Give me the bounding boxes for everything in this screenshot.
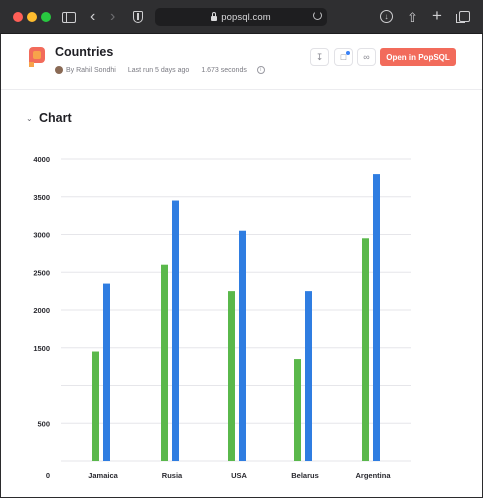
sidebar-icon[interactable] — [62, 12, 76, 23]
page-title: Countries — [55, 45, 114, 59]
chevron-left-icon[interactable]: ‹ — [90, 8, 96, 25]
download-button[interactable]: ↧ — [310, 48, 329, 66]
bar-usa-series-2 — [239, 230, 246, 461]
link-icon: ∞ — [363, 52, 370, 62]
info-icon[interactable]: i — [256, 66, 265, 74]
address-bar-url: popsql.com — [221, 11, 271, 23]
bar-argentina-series-2 — [373, 174, 380, 461]
y-tick-label: 500 — [37, 419, 50, 428]
y-tick-label: 2500 — [33, 268, 50, 277]
x-tick-label: USA — [231, 471, 247, 480]
bar-argentina-series-1 — [362, 238, 369, 461]
y-tick-label: 4000 — [33, 155, 50, 164]
bar-chart: 0 500 1500 2000 2500 3000 3500 4000 Jamaica Rusia… — [33, 155, 411, 480]
tab-overview-icon[interactable] — [456, 11, 470, 23]
x-tick-label: Rusia — [162, 471, 183, 480]
bar-rusia-series-2 — [172, 200, 179, 461]
bar-jamaica-series-2 — [103, 283, 110, 461]
reload-icon[interactable] — [313, 11, 322, 20]
bar-usa-series-1 — [228, 291, 235, 461]
privacy-shield-icon[interactable] — [133, 11, 143, 23]
downloads-icon[interactable]: ↓ — [380, 10, 393, 23]
x-tick-label: Belarus — [291, 471, 319, 480]
y-tick-label: 2000 — [33, 306, 50, 315]
comment-icon: □ — [340, 52, 347, 62]
share-icon[interactable]: ⇧ — [407, 10, 418, 25]
avatar — [55, 66, 63, 74]
copy-link-button[interactable]: ∞ — [357, 48, 376, 66]
y-tick-label: 1500 — [33, 344, 50, 353]
download-icon: ↧ — [315, 51, 324, 62]
comment-button[interactable]: □ — [334, 48, 353, 66]
zoom-window-button[interactable] — [41, 12, 51, 22]
y-tick-label: 3000 — [33, 231, 50, 240]
address-bar[interactable]: popsql.com — [155, 8, 327, 26]
new-tab-icon[interactable]: + — [432, 6, 442, 25]
query-meta: By Rahil Sondhi Last run 5 days ago 1.67… — [55, 66, 265, 74]
x-tick-label: Jamaica — [88, 471, 118, 480]
bar-jamaica-series-1 — [92, 351, 99, 461]
popsql-logo-icon[interactable] — [29, 47, 45, 67]
y-tick-label: 0 — [46, 471, 50, 480]
chevron-down-icon[interactable]: ⌄ — [26, 114, 33, 123]
browser-toolbar: ‹ › popsql.com ↓ ⇧ + — [0, 0, 483, 34]
minimize-window-button[interactable] — [27, 12, 37, 22]
x-tick-label: Argentina — [355, 471, 391, 480]
lock-icon — [211, 11, 218, 21]
bar-belarus-series-1 — [294, 359, 301, 461]
last-run-label: Last run 5 days ago — [127, 66, 190, 74]
bar-rusia-series-1 — [161, 264, 168, 461]
close-window-button[interactable] — [13, 12, 23, 22]
y-tick-label: 3500 — [33, 193, 50, 202]
chevron-right-icon[interactable]: › — [110, 8, 116, 25]
section-title: Chart — [39, 111, 72, 125]
duration-label: 1.673 seconds — [201, 66, 247, 74]
query-header: Countries By Rahil Sondhi Last run 5 day… — [1, 34, 482, 90]
open-in-popsql-button[interactable]: Open in PopSQL — [380, 48, 456, 66]
bar-belarus-series-2 — [305, 291, 312, 461]
page-content: Countries By Rahil Sondhi Last run 5 day… — [1, 34, 482, 497]
author-label: By Rahil Sondhi — [66, 66, 116, 74]
